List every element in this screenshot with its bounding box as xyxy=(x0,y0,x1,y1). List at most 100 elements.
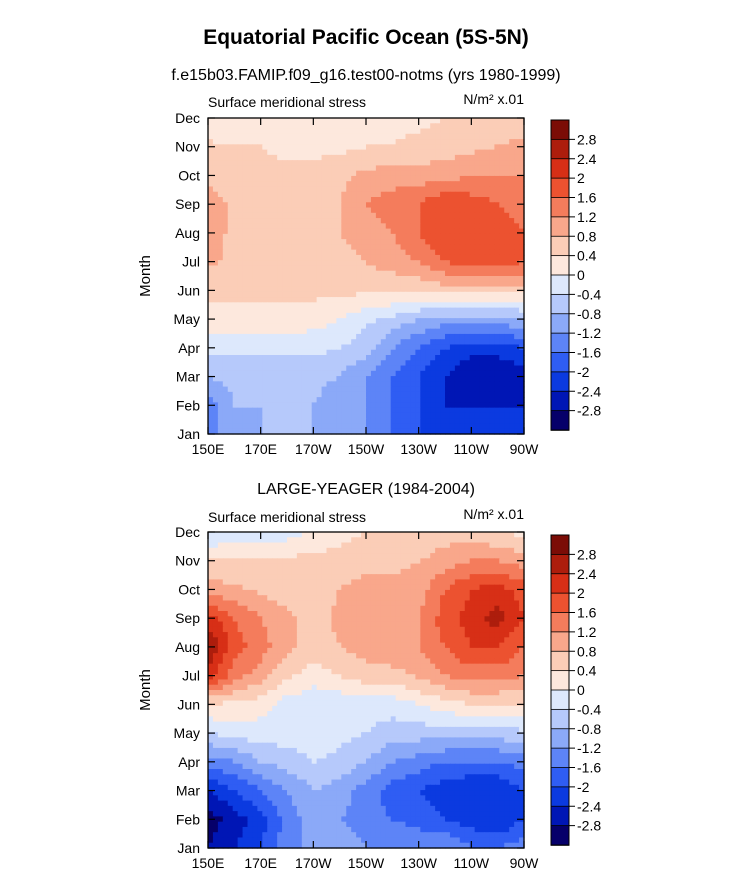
heatmap-cell xyxy=(326,418,333,425)
heatmap-cell xyxy=(395,547,402,554)
heatmap-cell xyxy=(257,397,263,403)
heatmap-cell xyxy=(217,291,224,298)
heatmap-cell xyxy=(301,537,308,544)
heatmap-cell xyxy=(494,412,500,419)
heatmap-cell xyxy=(262,397,268,403)
heatmap-cell xyxy=(262,616,268,623)
heatmap-cell xyxy=(227,281,234,288)
heatmap-cell xyxy=(445,202,451,209)
heatmap-cell xyxy=(425,265,431,272)
heatmap-cell xyxy=(257,133,263,140)
heatmap-cell xyxy=(291,333,298,340)
heatmap-cell xyxy=(227,191,234,198)
heatmap-cell xyxy=(489,223,495,230)
heatmap-cell xyxy=(415,260,421,267)
heatmap-cell xyxy=(247,144,254,151)
heatmap-cell xyxy=(385,118,392,124)
heatmap-cell xyxy=(395,244,402,251)
heatmap-cell xyxy=(445,532,451,538)
heatmap-cell xyxy=(301,144,308,151)
heatmap-cell xyxy=(410,428,416,435)
heatmap-cell xyxy=(514,558,520,565)
heatmap-cell xyxy=(242,318,249,324)
heatmap-cell xyxy=(326,391,333,398)
heatmap-cell xyxy=(519,233,525,240)
heatmap-cell xyxy=(420,312,426,319)
heatmap-cell xyxy=(514,133,520,140)
heatmap-cell xyxy=(287,286,293,293)
heatmap-cell xyxy=(484,333,491,340)
heatmap-cell xyxy=(208,270,214,277)
heatmap-cell xyxy=(425,318,431,324)
heatmap-cell xyxy=(232,370,239,377)
heatmap-cell xyxy=(380,202,387,209)
heatmap-cell xyxy=(395,605,402,612)
heatmap-cell xyxy=(415,123,421,130)
heatmap-cell xyxy=(370,428,377,435)
heatmap-cell xyxy=(247,202,254,209)
heatmap-cell xyxy=(366,611,372,617)
heatmap-cell xyxy=(252,302,258,309)
heatmap-cell xyxy=(351,312,357,319)
heatmap-cell xyxy=(252,276,258,282)
heatmap-cell xyxy=(208,318,214,324)
heatmap-cell xyxy=(420,579,426,586)
heatmap-cell xyxy=(484,584,491,591)
heatmap-cell xyxy=(222,537,229,544)
heatmap-cell xyxy=(336,542,342,549)
heatmap-cell xyxy=(474,428,481,435)
heatmap-cell xyxy=(375,333,382,340)
heatmap-cell xyxy=(341,423,347,430)
heatmap-cell xyxy=(277,412,283,419)
heatmap-cell xyxy=(257,191,263,198)
heatmap-cell xyxy=(227,233,234,240)
heatmap-cell xyxy=(242,244,249,251)
heatmap-cell xyxy=(262,281,268,288)
heatmap-cell xyxy=(282,402,288,409)
heatmap-cell xyxy=(331,160,337,166)
heatmap-cell xyxy=(301,191,308,198)
heatmap-cell xyxy=(469,344,476,351)
heatmap-cell xyxy=(375,276,382,282)
heatmap-cell xyxy=(272,589,278,596)
heatmap-cell xyxy=(336,265,342,272)
heatmap-cell xyxy=(242,281,249,288)
heatmap-cell xyxy=(237,123,244,130)
heatmap-cell xyxy=(227,144,234,151)
heatmap-cell xyxy=(257,589,263,596)
heatmap-cell xyxy=(291,349,298,356)
heatmap-cell xyxy=(291,584,298,591)
heatmap-cell xyxy=(484,547,491,554)
heatmap-cell xyxy=(514,318,520,324)
heatmap-cell xyxy=(316,123,323,130)
heatmap-cell xyxy=(247,281,254,288)
heatmap-cell xyxy=(356,233,362,240)
heatmap-cell xyxy=(306,202,313,209)
heatmap-cell xyxy=(306,118,313,124)
heatmap-cell xyxy=(430,365,436,372)
heatmap-cell xyxy=(474,360,481,367)
heatmap-cell xyxy=(410,360,416,367)
heatmap-cell xyxy=(331,579,337,586)
heatmap-cell xyxy=(405,170,412,177)
heatmap-cell xyxy=(296,360,303,367)
heatmap-cell xyxy=(301,542,308,549)
heatmap-cell xyxy=(331,423,337,430)
heatmap-cell xyxy=(459,281,466,288)
heatmap-cell xyxy=(494,579,500,586)
heatmap-cell xyxy=(370,154,377,161)
heatmap-cell xyxy=(267,407,273,414)
heatmap-cell xyxy=(326,207,333,214)
heatmap-cell xyxy=(326,402,333,409)
heatmap-cell xyxy=(296,584,303,591)
heatmap-cell xyxy=(395,307,402,314)
heatmap-cell xyxy=(395,197,402,203)
heatmap-cell xyxy=(440,349,446,356)
heatmap-cell xyxy=(208,349,214,356)
heatmap-cell xyxy=(390,579,397,586)
heatmap-cell xyxy=(435,412,441,419)
heatmap-cell xyxy=(336,407,342,414)
heatmap-cell xyxy=(509,418,515,425)
heatmap-cell xyxy=(494,233,500,240)
heatmap-cell xyxy=(277,281,283,288)
